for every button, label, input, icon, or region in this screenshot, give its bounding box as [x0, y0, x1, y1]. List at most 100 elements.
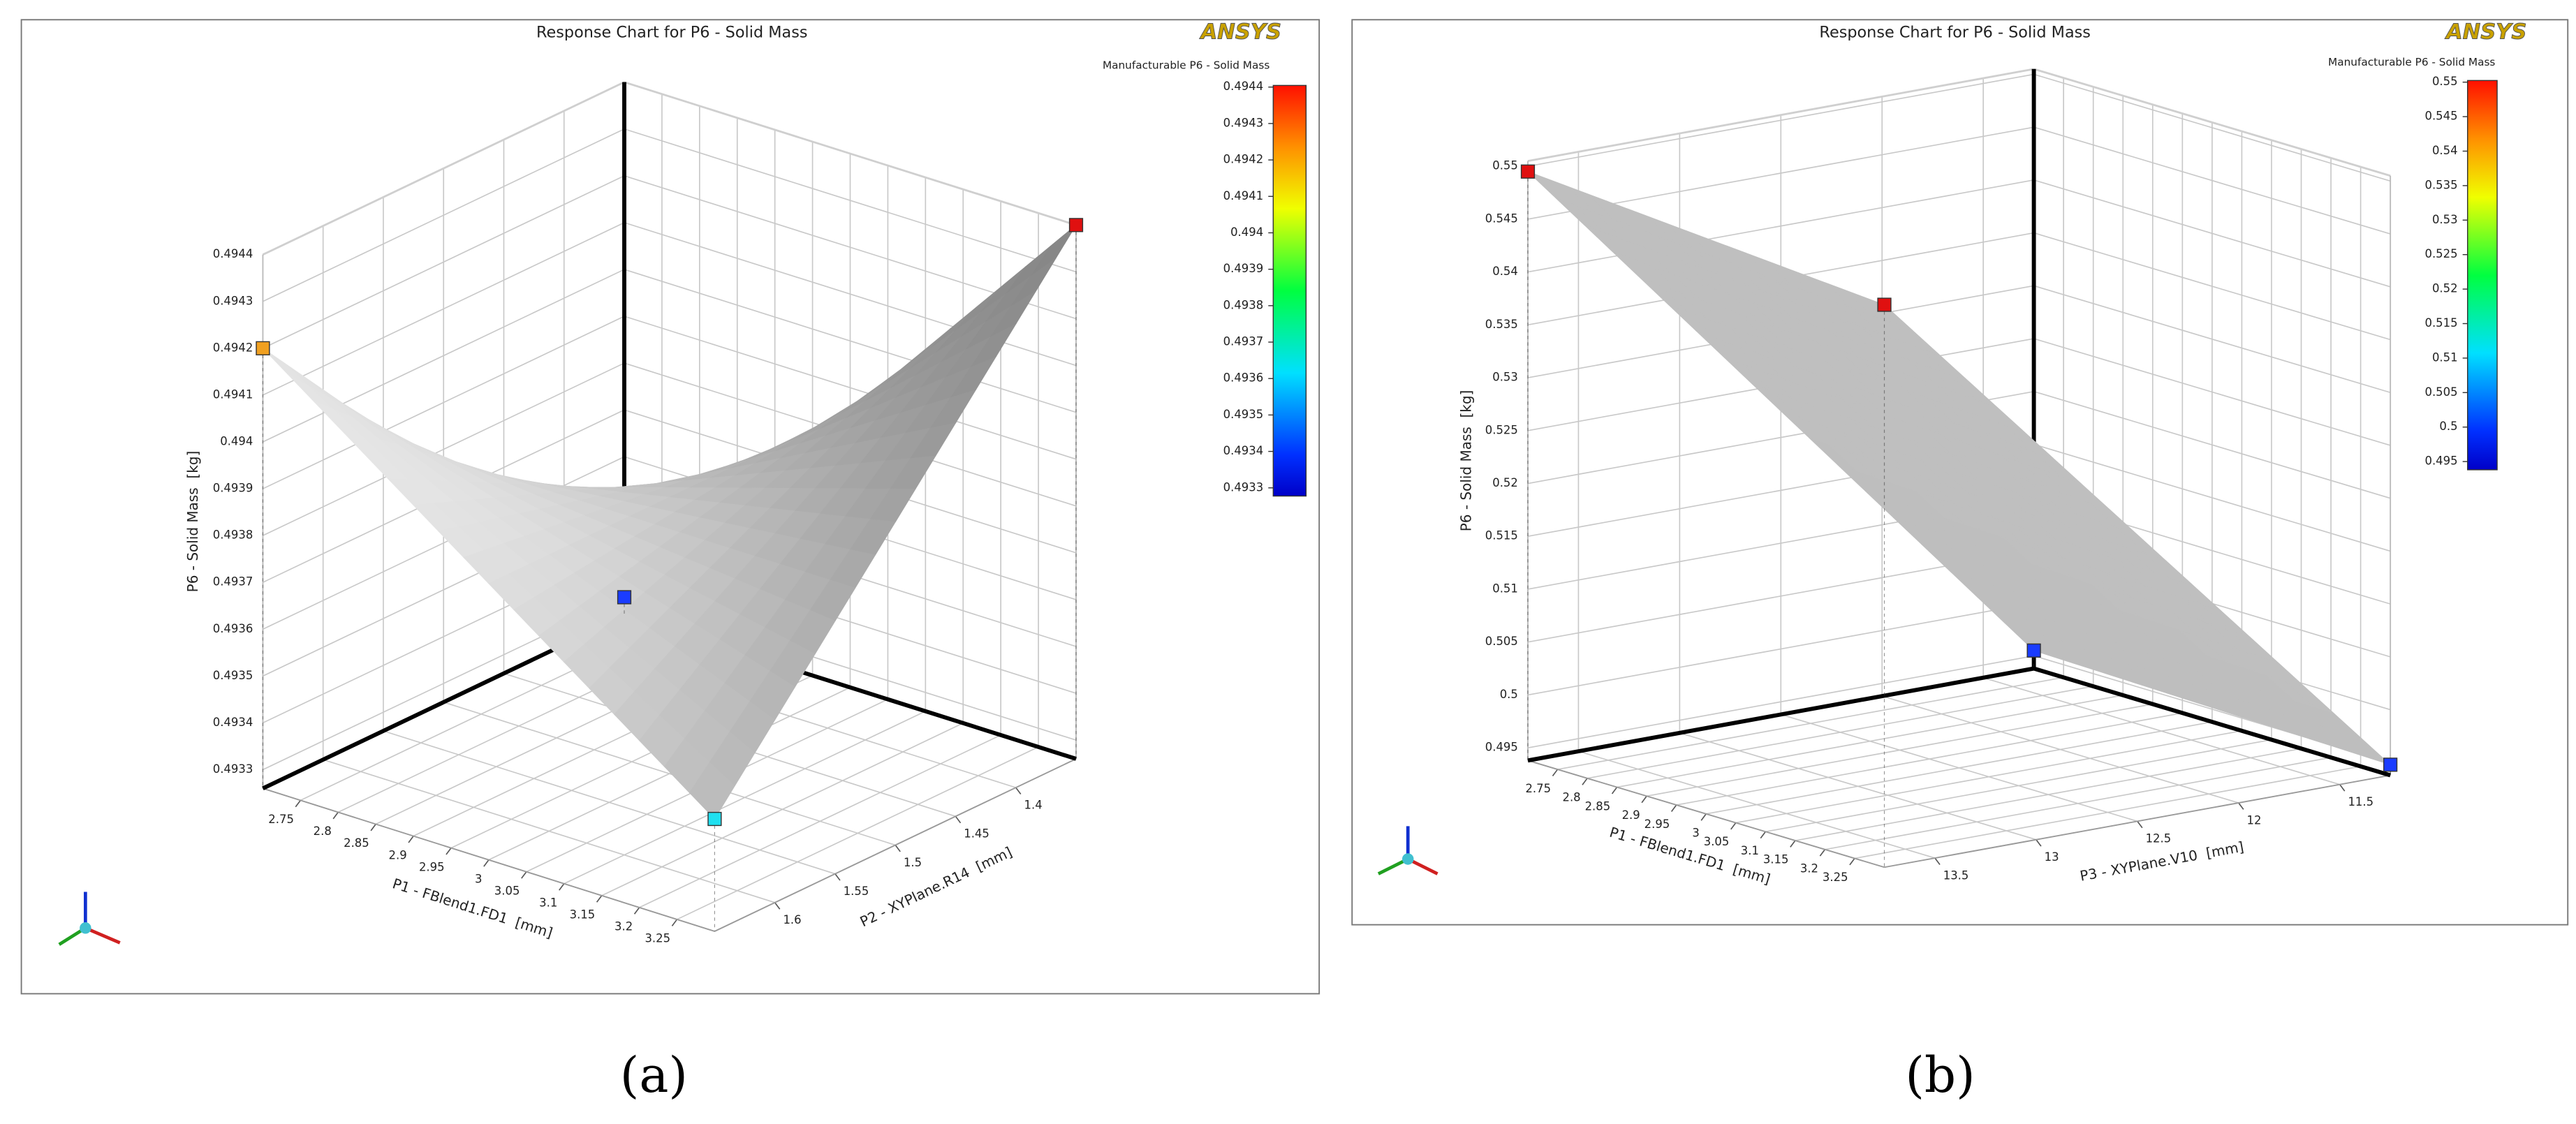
z-tick-label: 0.51	[1492, 582, 1518, 595]
colorbar-tick-label: 0.5	[2439, 420, 2457, 433]
colorbar-tick-label: 0.4937	[1223, 335, 1264, 348]
y-tick-label: 13	[2045, 850, 2059, 864]
box-edge	[1527, 760, 1885, 868]
x-tick-label: 3.05	[1704, 835, 1730, 848]
tick-mark	[295, 799, 302, 808]
panel-label: (b)	[1905, 1046, 1975, 1104]
x-tick-label: 2.85	[344, 836, 369, 850]
z-tick-label: 0.515	[1485, 529, 1518, 542]
y-tick-label: 12.5	[2146, 832, 2172, 845]
design-point	[617, 590, 632, 605]
z-tick-label: 0.545	[1485, 212, 1518, 225]
tick-mark	[895, 844, 901, 852]
colorbar-tick-label: 0.53	[2432, 213, 2458, 226]
tick-mark	[633, 907, 640, 915]
colorbar-tick-label: 0.4938	[1223, 298, 1264, 311]
grid-line	[1679, 732, 2037, 841]
box-edge	[624, 81, 1077, 226]
colorbar-tick-label: 0.4936	[1223, 371, 1264, 385]
tick-mark	[2238, 802, 2244, 810]
colorbar	[1272, 84, 1307, 497]
z-tick-label: 0.495	[1485, 741, 1518, 754]
tick-mark	[1552, 769, 1559, 776]
chart-title: Response Chart for P6 - Solid Mass	[1819, 24, 2091, 42]
tick-mark	[2339, 784, 2346, 792]
tick-mark	[1819, 849, 1826, 857]
tick-mark	[1934, 857, 1941, 865]
tick-mark	[1790, 840, 1796, 848]
design-point	[1877, 297, 1892, 312]
y-tick-label: 1.4	[1024, 799, 1043, 812]
x-tick-label: 3	[475, 872, 482, 885]
tick-mark	[2036, 839, 2042, 847]
tick-mark	[2137, 820, 2143, 829]
z-tick-label: 0.54	[1492, 265, 1518, 278]
tick-mark	[446, 848, 452, 855]
box-edge	[1884, 774, 2391, 868]
y-tick-label: 12	[2247, 813, 2262, 827]
z-tick-label: 0.4938	[213, 528, 253, 542]
x-tick-label: 3	[1692, 827, 1699, 840]
colorbar-tick-label: 0.525	[2424, 247, 2457, 260]
surface-cell	[1030, 224, 1077, 276]
tick-mark	[1582, 778, 1588, 785]
y-tick-label: 1.5	[904, 856, 922, 869]
z-tick-label: 0.4936	[213, 622, 253, 635]
x-tick-label: 2.9	[389, 848, 407, 862]
z-tick-label: 0.4943	[213, 294, 253, 307]
colorbar-title: Manufacturable P6 - Solid Mass	[1103, 59, 1269, 72]
tick-mark	[774, 902, 781, 910]
grid-line	[443, 702, 896, 846]
colorbar-tick-label: 0.4935	[1223, 408, 1264, 421]
tick-mark	[671, 919, 678, 926]
x-tick-label: 3.2	[1800, 862, 1818, 875]
box-edge	[262, 81, 625, 256]
x-tick-label: 3.05	[494, 884, 520, 897]
tick-mark	[559, 883, 565, 891]
x-tick-label: 3.15	[570, 908, 596, 922]
z-tick-label: 0.4942	[213, 341, 253, 354]
z-tick-label: 0.4941	[213, 387, 253, 401]
box-edge	[2033, 68, 2391, 177]
grid-line	[1578, 750, 1936, 859]
y-tick-label: 11.5	[2348, 795, 2373, 808]
colorbar-tick-label: 0.505	[2424, 385, 2457, 399]
colorbar-tick-label: 0.4943	[1223, 116, 1264, 129]
x-tick-label: 2.95	[1644, 818, 1670, 831]
colorbar-tick-label: 0.52	[2432, 282, 2458, 295]
tick-mark	[834, 873, 841, 881]
x-tick-label: 3.15	[1763, 853, 1789, 866]
box-edge	[263, 787, 715, 932]
chart-title: Response Chart for P6 - Solid Mass	[536, 24, 808, 42]
z-axis-label: P6 - Solid Mass [kg]	[184, 451, 201, 593]
z-tick-label: 0.52	[1492, 476, 1518, 489]
tick-mark	[1611, 787, 1618, 794]
x-tick-label: 2.85	[1585, 799, 1611, 813]
x-tick-label: 3.2	[614, 920, 633, 933]
design-point	[2383, 757, 2398, 772]
colorbar-title: Manufacturable P6 - Solid Mass	[2328, 56, 2495, 68]
colorbar-tick-label: 0.55	[2432, 75, 2458, 88]
colorbar	[2467, 80, 2498, 471]
tick-mark	[1641, 795, 1647, 804]
tick-mark	[1760, 831, 1767, 839]
x-tick-label: 2.75	[268, 813, 294, 826]
tick-mark	[1015, 787, 1022, 795]
z-tick-label: 0.5	[1500, 688, 1518, 701]
y-tick-label: 13.5	[1943, 868, 1969, 882]
colorbar-tick-label: 0.4934	[1223, 444, 1264, 457]
grid-line	[383, 730, 836, 875]
design-point	[1520, 164, 1536, 179]
logo: ANSYS	[2445, 20, 2526, 45]
z-tick-label: 0.4933	[213, 762, 253, 776]
x-tick-label: 2.8	[314, 824, 332, 838]
z-tick-label: 0.53	[1492, 371, 1518, 384]
axis-triad	[58, 892, 121, 946]
tick-mark	[1670, 804, 1677, 812]
y-axis-label: P2 - XYPlane.R14 [mm]	[858, 843, 1015, 930]
colorbar-tick-label: 0.4942	[1223, 153, 1264, 166]
y-tick-label: 1.6	[783, 913, 801, 926]
tick-mark	[483, 859, 490, 867]
z-tick-label: 0.4939	[213, 482, 253, 495]
